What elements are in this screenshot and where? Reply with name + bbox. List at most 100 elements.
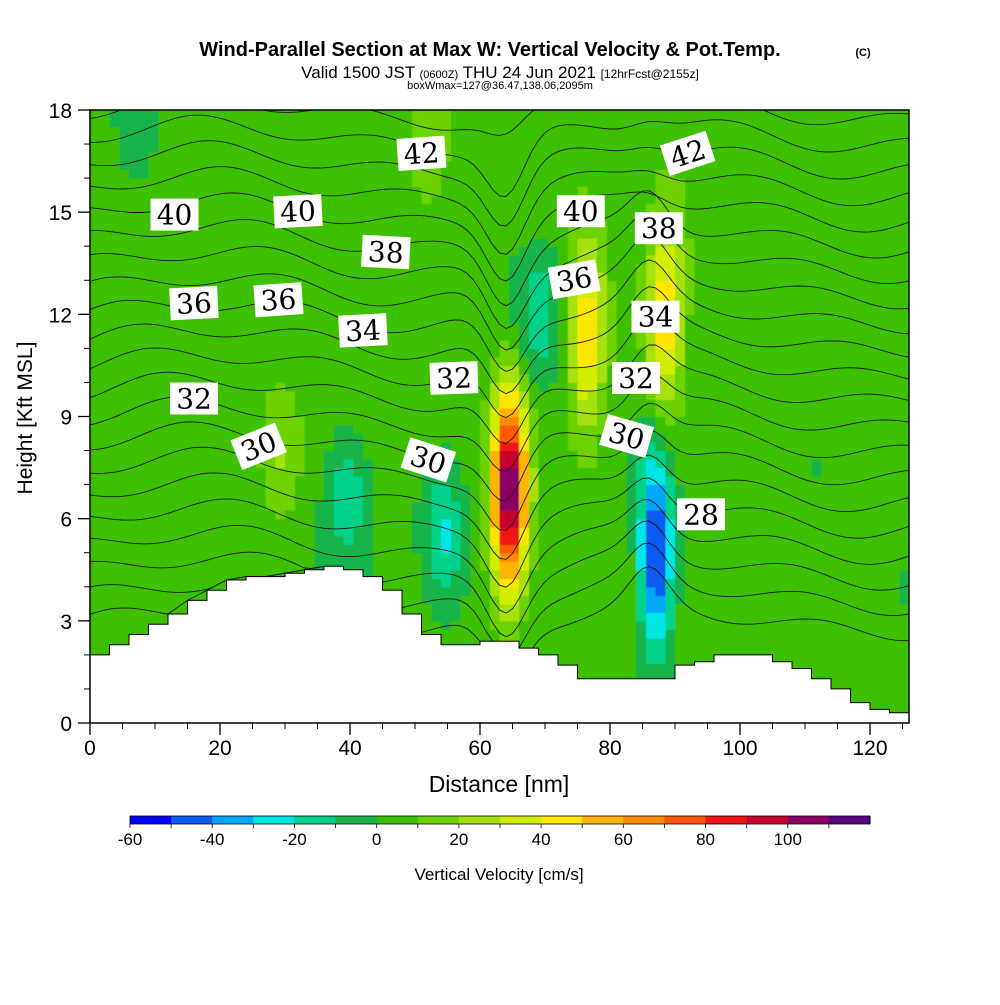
velocity-cell (567, 493, 579, 503)
velocity-cell (587, 186, 598, 196)
velocity-cell (226, 314, 237, 324)
velocity-cell (606, 135, 618, 145)
velocity-cell (207, 527, 218, 537)
velocity-cell (314, 373, 325, 383)
velocity-cell (587, 348, 598, 358)
velocity-cell (197, 518, 208, 528)
velocity-cell (431, 425, 442, 435)
velocity-cell (636, 578, 647, 588)
velocity-cell (587, 135, 598, 145)
velocity-cell (743, 203, 754, 213)
velocity-cell (694, 603, 705, 613)
velocity-cell (714, 118, 725, 128)
velocity-cell (509, 484, 520, 494)
velocity-cell (753, 195, 764, 205)
velocity-cell (743, 237, 754, 247)
velocity-cell (411, 433, 423, 443)
velocity-cell (499, 246, 510, 256)
velocity-cell (723, 450, 735, 460)
velocity-cell (304, 237, 315, 247)
velocity-cell (480, 518, 491, 528)
velocity-cell (489, 331, 501, 341)
velocity-cell (743, 195, 754, 205)
velocity-cell (99, 135, 111, 145)
velocity-cell (441, 246, 452, 256)
velocity-cell (109, 365, 120, 375)
velocity-cell (528, 586, 540, 596)
velocity-cell (168, 442, 179, 452)
velocity-cell (353, 561, 364, 571)
velocity-cell (509, 246, 520, 256)
velocity-cell (499, 391, 510, 401)
velocity-cell (733, 331, 744, 341)
velocity-cell (645, 110, 657, 120)
velocity-cell (723, 254, 735, 264)
velocity-cell (577, 246, 588, 256)
velocity-cell (324, 110, 335, 120)
velocity-cell (509, 220, 520, 230)
velocity-cell (743, 552, 754, 562)
velocity-cell (450, 305, 462, 315)
velocity-cell (753, 178, 764, 188)
velocity-cell (567, 348, 579, 358)
velocity-cell (363, 365, 374, 375)
velocity-cell (197, 322, 208, 332)
velocity-cell (119, 578, 130, 588)
velocity-cell (138, 442, 150, 452)
velocity-cell (324, 203, 335, 213)
velocity-cell (324, 348, 335, 358)
velocity-cell (714, 203, 725, 213)
velocity-cell (655, 110, 666, 120)
velocity-cell (294, 118, 306, 128)
velocity-cell (577, 527, 588, 537)
velocity-cell (606, 229, 618, 239)
velocity-cell (616, 297, 627, 307)
velocity-cell (733, 356, 744, 366)
velocity-cell (109, 288, 120, 298)
velocity-cell (382, 144, 393, 154)
velocity-cell (177, 280, 189, 290)
velocity-cell (694, 399, 705, 409)
velocity-cell (119, 195, 130, 205)
velocity-cell (324, 459, 335, 469)
velocity-cell (743, 416, 754, 426)
velocity-cell (450, 135, 462, 145)
velocity-cell (177, 356, 189, 366)
velocity-cell (704, 493, 715, 503)
velocity-cell (255, 408, 267, 418)
velocity-cell (480, 203, 491, 213)
velocity-cell (187, 339, 198, 349)
velocity-cell (548, 254, 559, 264)
velocity-cell (226, 399, 237, 409)
velocity-cell (99, 305, 111, 315)
velocity-cell (158, 356, 169, 366)
velocity-cell (665, 373, 676, 383)
velocity-cell (480, 442, 491, 452)
velocity-cell (733, 237, 744, 247)
velocity-cell (168, 544, 179, 554)
velocity-cell (460, 433, 471, 443)
velocity-cell (158, 399, 169, 409)
velocity-cell (450, 467, 462, 477)
velocity-cell (372, 135, 384, 145)
velocity-cell (158, 314, 169, 324)
velocity-cell (363, 518, 374, 528)
velocity-cell (450, 603, 462, 613)
velocity-cell (99, 586, 111, 596)
velocity-cell (207, 365, 218, 375)
velocity-cell (129, 348, 140, 358)
velocity-cell (421, 382, 432, 392)
velocity-cell (324, 416, 335, 426)
velocity-cell (304, 484, 315, 494)
velocity-cell (606, 535, 618, 545)
velocity-cell (363, 169, 374, 179)
velocity-cell (753, 186, 764, 196)
velocity-cell (704, 408, 715, 418)
velocity-cell (587, 450, 598, 460)
velocity-cell (90, 595, 101, 605)
velocity-cell (597, 425, 608, 435)
velocity-cell (187, 552, 198, 562)
velocity-cell (431, 220, 442, 230)
velocity-cell (158, 408, 169, 418)
velocity-cell (714, 280, 725, 290)
